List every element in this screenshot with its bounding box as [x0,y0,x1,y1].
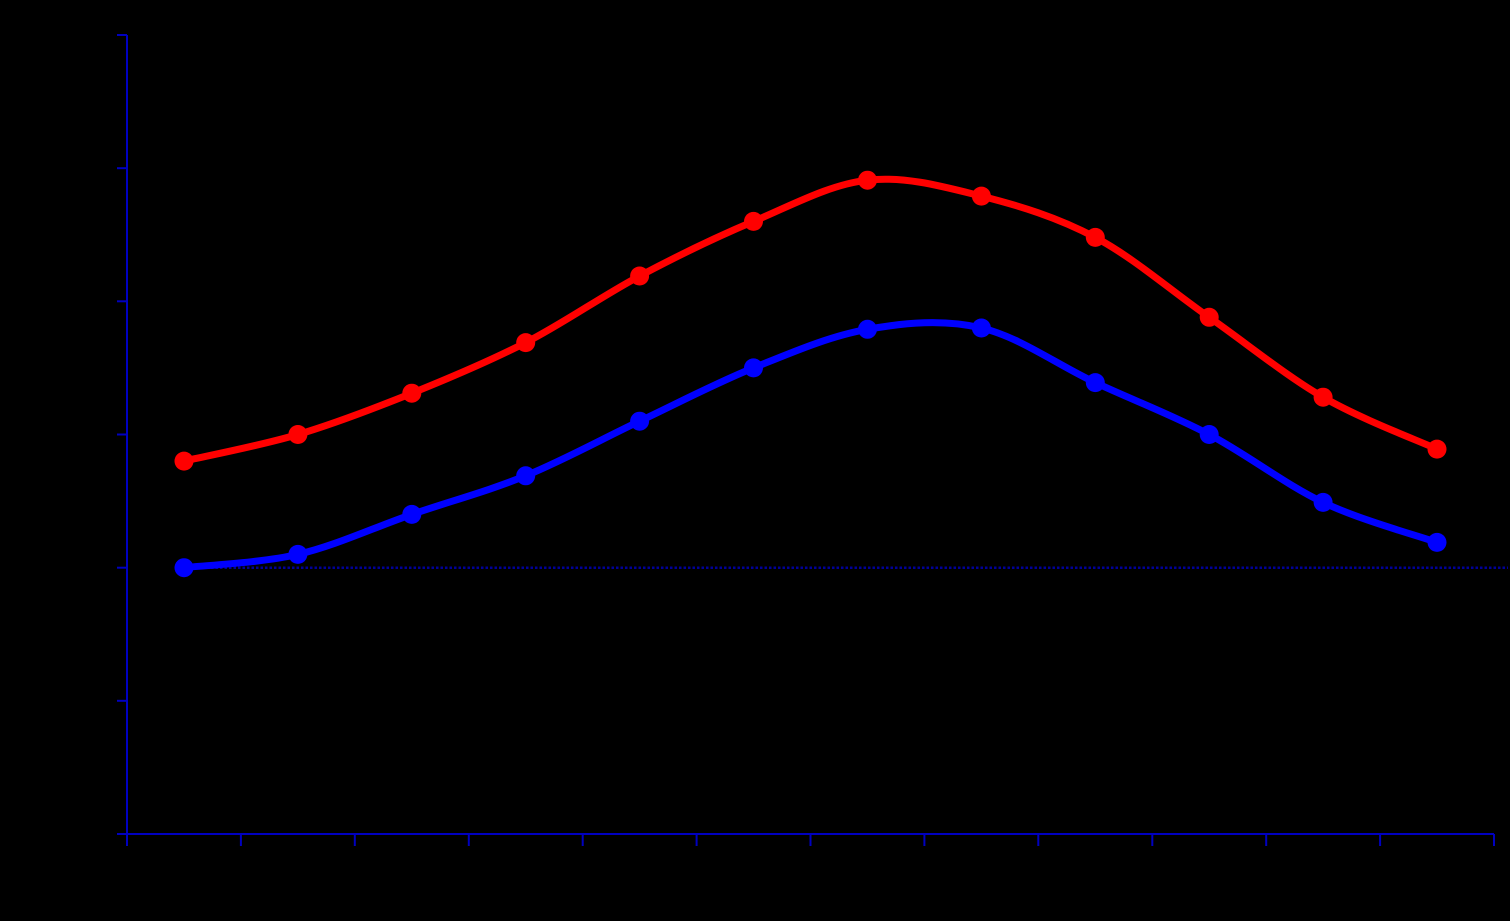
blue-line-marker [288,544,308,564]
red-line-marker [630,266,650,286]
red-line-marker [1313,387,1333,407]
blue-line-marker [630,411,650,431]
blue-line-marker [402,504,422,524]
red-line-marker [1085,227,1105,247]
blue-line-marker [516,466,536,486]
red-line-marker [1427,439,1447,459]
blue-line-line [180,319,1441,572]
blue-line-marker [1313,492,1333,512]
blue-line-marker [744,358,763,378]
blue-line-marker [1427,532,1447,552]
blue-line-marker [858,319,877,339]
red-line-line [180,175,1441,465]
red-line-marker [971,186,991,206]
red-line-marker [288,425,308,444]
red-line-marker [858,170,877,190]
red-line-marker [1199,307,1219,327]
blue-line-marker [1199,425,1219,444]
red-line-marker [174,451,194,471]
red-line-marker [402,383,422,403]
red-line-marker [516,333,536,353]
blue-line-marker [971,318,991,338]
blue-line-marker [174,558,194,578]
red-line-marker [744,211,763,231]
blue-line-marker [1085,373,1105,393]
